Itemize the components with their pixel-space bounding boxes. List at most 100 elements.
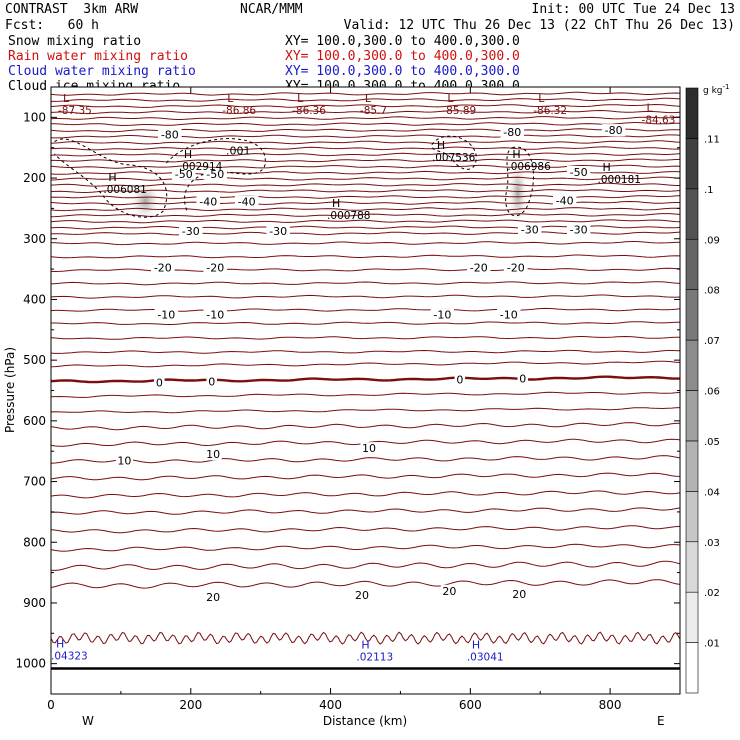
contour-label-bg [517,223,542,236]
y-tick-label: 200 [23,171,46,185]
y-tick-label: 600 [23,414,46,428]
contour-labels: -80 -80 -80 -50 -50 -50 -40 -40 -40 -30 -30 -30 -30 -… [115,124,626,604]
contour-label-bg [234,195,259,208]
extremum-letter: L [297,92,304,105]
temperature-contour [50,109,681,115]
temperature-contour [50,176,681,181]
forecast-hour: Fcst: 60 h [5,18,99,33]
extremum-letter: H [332,197,340,210]
extremum-letter: H [603,161,611,174]
contour-label-bg [454,373,466,386]
x-axis-label: Distance (km) [323,714,407,728]
temperature-contour [50,103,681,108]
contour-label-bg [204,448,222,461]
model-title: CONTRAST 3km ARW [5,2,139,17]
extremum-letter: H [361,638,369,651]
contour-label: -50 [570,166,588,179]
field-xy-snow: XY= 100.0,300.0 to 400.0,300.0 [285,34,520,49]
temperature-contour [50,140,681,145]
contour-label: 10 [117,454,131,467]
temperature-contour [50,335,680,340]
y-tick-label: 100 [23,110,46,124]
contour-label-bg [172,167,196,180]
temperature-contour [50,360,681,368]
colorbar-units: g kg-1 [703,83,729,96]
snow-contour-label: .001 [226,145,251,158]
contour-label: 0 [156,377,163,390]
contour-label-bg [196,195,220,208]
colorbar-segment [685,289,699,341]
colorbar-tick-label: .07 [704,336,720,347]
contour-label-bg [504,261,528,274]
colorbar-tick-label: .08 [704,286,720,297]
temperature-contour [51,158,681,163]
temperature-contour [50,579,681,589]
colorbar-tick-label: .11 [704,134,720,145]
colorbar-tick-label: .05 [704,437,720,448]
center-title: NCAR/MMM [240,2,303,17]
temperature-contour [50,294,681,299]
y-tick-label: 400 [23,292,46,306]
snow-contours [54,135,534,218]
colorbar-segment [685,642,699,694]
snow-contour-mid [165,138,266,212]
temperature-contour [50,116,681,120]
colorbar-segment [685,138,699,190]
extremum-value: -87.35 [58,105,92,117]
temperature-contour [50,507,681,515]
colorbar-segment [685,440,699,492]
contour-label-bg [154,308,179,321]
extrema-markers: L-87.35L-86.86L-86.36L-85.7L-85.89L-86.3… [51,92,675,663]
near-surface-contour [50,631,681,645]
extremum-value: -85.89 [442,105,476,117]
extremum-letter: H [512,148,520,161]
temperature-contour [50,207,681,212]
extremum-letter: L [365,92,372,105]
extremum-value: .007536 [432,152,476,164]
contour-label: 20 [512,588,526,601]
init-time: Init: 00 UTC Tue 24 Dec 13 [531,2,736,17]
temperature-contour [50,407,681,414]
contour-label-bg [510,587,528,600]
contour-label: -40 [556,195,574,208]
field-name-snow: Snow mixing ratio [8,34,142,49]
temperature-contour [50,543,681,552]
contour-label-bg [266,224,290,237]
x-tick-label: 200 [179,698,202,712]
colorbar-segment [685,188,699,240]
temperature-contour [50,128,680,133]
temperature-contour [50,422,681,431]
temperature-contour [50,490,681,499]
contour-label: -40 [238,196,256,209]
contour-label-bg [566,223,591,236]
extremum-letter: H [56,637,64,650]
temperature-contour [50,146,681,151]
colorbar-segment [685,390,699,442]
contour-label: 20 [355,589,369,602]
temperature-contour [50,281,681,286]
colorbar-tick-label: .03 [704,538,720,549]
extremum-value: -86.86 [222,105,256,117]
contour-label: 0 [208,375,215,388]
extremum-letter: L [227,92,234,105]
extremum-letter: H [184,148,192,161]
contour-label-bg [179,224,203,237]
field-name-cloudwater: Cloud water mixing ratio [8,64,196,79]
contour-label-bg [517,372,528,385]
cloud-water-contour [50,631,681,645]
contour-label-bg [430,308,455,321]
colorbar-tick-label: .04 [704,487,720,498]
east-label: E [657,714,665,728]
y-tick-label: 900 [23,596,46,610]
x-tick-label: 400 [319,698,342,712]
contour-label: 10 [362,442,376,455]
colorbar-segment [685,238,699,290]
extremum-letter: L [538,92,545,105]
colorbar-tick-label: .01 [704,639,720,650]
colorbar-tick-label: .06 [704,387,720,398]
field-xy-cloudwater: XY= 100.0,300.0 to 400.0,300.0 [285,64,520,79]
contour-label: -80 [503,126,521,139]
contour-label-bg [203,167,227,180]
contour-label-bg [154,376,165,389]
